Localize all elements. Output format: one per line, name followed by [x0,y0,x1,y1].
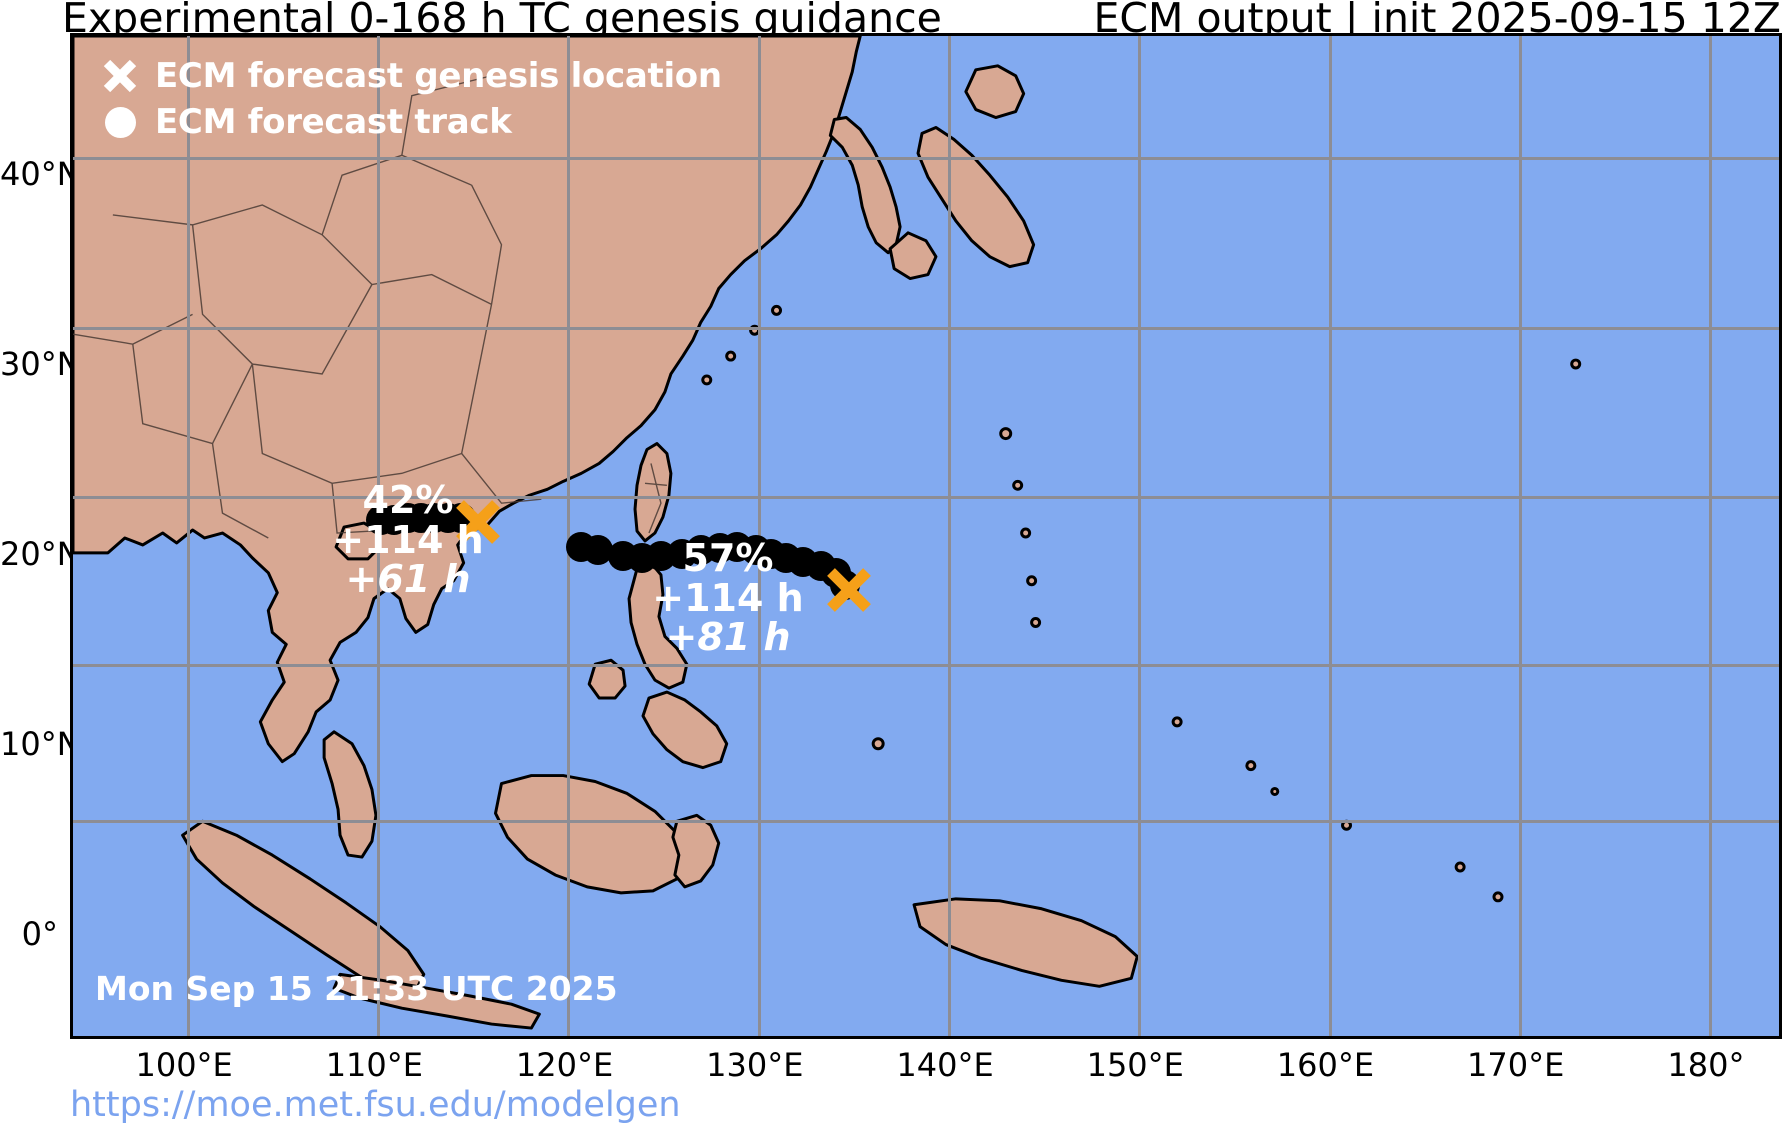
genesis-2-probability: 57% [682,536,774,580]
genesis-x-marker [822,563,876,621]
gridline-lon-100 [187,36,190,1036]
gridline-lon-150 [1138,36,1141,1036]
y-tick-label: 20°N [0,534,81,573]
genesis-x-marker [451,495,505,553]
map-legend: ECM forecast genesis location ECM foreca… [97,54,722,146]
genesis-2-lead-time: +114 h [652,575,804,620]
genesis-1-genesis-time: +61 h [345,557,471,602]
x-tick-label: 100°E [135,1046,233,1084]
x-tick-label: 180° [1667,1046,1745,1084]
gridline-lon-110 [377,36,380,1036]
legend-item-genesis: ECM forecast genesis location [97,54,722,98]
gridline-lat-0 [73,820,1779,823]
x-tick-label: 150°E [1086,1046,1184,1084]
coastline-layer [73,36,1582,1030]
genesis-annotation-2: 57% +114 h +81 h [652,536,804,660]
map-panel[interactable]: 42% +114 h +61 h 57% +114 h +81 h ECM fo… [70,33,1782,1039]
y-tick-label: 40°N [0,155,81,194]
genesis-annotation-1: 42% +114 h +61 h [332,478,484,602]
genesis-1-lead-time: +114 h [332,517,484,562]
x-tick-label: 110°E [325,1046,423,1084]
gridline-lon-170 [1519,36,1522,1036]
generation-timestamp: Mon Sep 15 21:33 UTC 2025 [95,969,618,1008]
y-tick-label: 30°N [0,345,81,384]
gridline-lat-20 [73,496,1779,499]
x-marker-icon [97,56,143,96]
map-canvas: 42% +114 h +61 h 57% +114 h +81 h ECM fo… [73,36,1779,1036]
genesis-2-genesis-time: +81 h [665,615,791,660]
x-tick-label: 170°E [1467,1046,1565,1084]
y-tick-label: 10°N [0,724,81,763]
legend-label-genesis: ECM forecast genesis location [155,56,722,96]
legend-item-track: ECM forecast track [97,100,722,144]
gridline-lon-160 [1329,36,1332,1036]
gridline-lat-10 [73,664,1779,667]
genesis-1-probability: 42% [362,478,454,522]
x-tick-label: 130°E [706,1046,804,1084]
gridline-lon-140 [948,36,951,1036]
y-tick-label: 0° [21,914,58,953]
x-tick-label: 140°E [896,1046,994,1084]
source-url-link[interactable]: https://moe.met.fsu.edu/modelgen [70,1085,681,1125]
legend-label-track: ECM forecast track [155,102,512,142]
filled-circle-icon [97,106,143,138]
x-tick-label: 160°E [1276,1046,1375,1084]
gridline-lat-40 [73,157,1779,160]
gridline-lon-180 [1709,36,1712,1036]
x-tick-label: 120°E [515,1046,614,1084]
gridline-lat-30 [73,327,1779,330]
